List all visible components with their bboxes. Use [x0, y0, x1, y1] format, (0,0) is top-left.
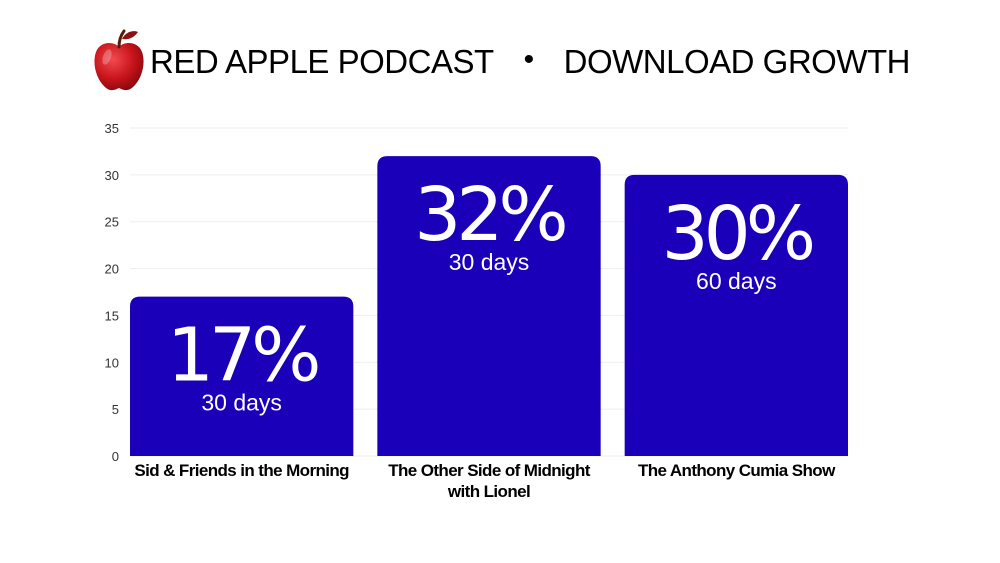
chart-subtitle: DOWNLOAD GROWTH [563, 43, 911, 80]
x-tick-label: with Lionel [447, 482, 530, 501]
y-tick-label: 30 [105, 168, 119, 183]
title-separator: • [523, 43, 535, 76]
y-tick-label: 10 [105, 355, 119, 370]
bar-value-label: 32% [414, 172, 565, 258]
bar-value-label: 17% [167, 313, 318, 399]
y-tick-label: 5 [112, 402, 119, 417]
y-tick-label: 25 [105, 215, 119, 230]
x-tick-label: The Anthony Cumia Show [638, 461, 836, 480]
x-tick-label: Sid & Friends in the Morning [134, 461, 349, 480]
chart-header: RED APPLE PODCAST • DOWNLOAD GROWTH [0, 22, 1000, 102]
bar [377, 156, 601, 456]
brand-title: RED APPLE PODCAST [150, 43, 494, 80]
x-tick-label: The Other Side of Midnight [388, 461, 591, 480]
bar-value-label: 30% [662, 191, 813, 277]
y-tick-label: 0 [112, 449, 119, 464]
bar-period-label: 30 days [449, 249, 530, 275]
y-tick-label: 35 [105, 121, 119, 136]
bar [130, 296, 354, 456]
apple-icon [94, 29, 144, 91]
y-tick-label: 20 [105, 262, 119, 277]
bar-period-label: 60 days [696, 268, 777, 294]
bar [624, 174, 848, 456]
bar-period-label: 30 days [201, 390, 282, 416]
y-tick-label: 15 [105, 308, 119, 323]
